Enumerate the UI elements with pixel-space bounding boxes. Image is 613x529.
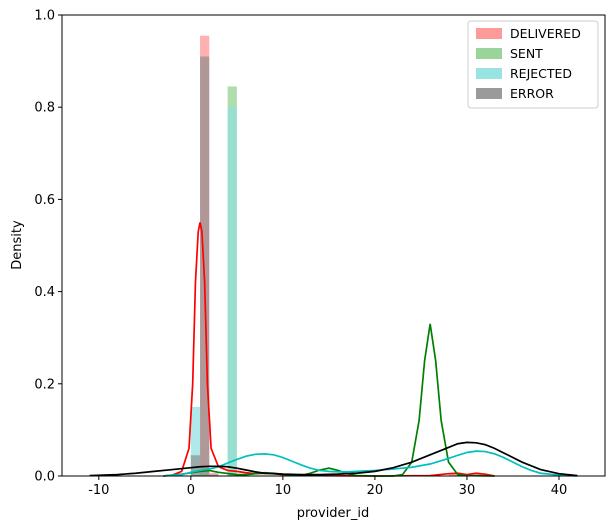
y-tick-label: 0.2: [34, 377, 55, 392]
x-tick-label: 0: [187, 483, 195, 498]
legend-box: [467, 20, 599, 109]
legend-swatch-sent: [476, 48, 502, 59]
hist-bar-error-1: [200, 56, 210, 477]
y-tick-label: 1.0: [34, 9, 55, 24]
kde-curve-sent: [163, 323, 495, 477]
hist-bar-error-2: [209, 474, 219, 476]
legend-label-error: ERROR: [510, 86, 554, 101]
legend-label-rejected: REJECTED: [510, 66, 572, 81]
legend-swatch-error: [476, 88, 502, 99]
legend-label-delivered: DELIVERED: [510, 26, 581, 41]
y-tick-label: 0.4: [34, 285, 55, 300]
axes-frame: [61, 14, 606, 477]
legend-label-sent: SENT: [510, 46, 543, 61]
x-axis-label: provider_id: [297, 506, 370, 521]
kde-curve-error: [89, 441, 578, 477]
y-tick-label: 0.6: [34, 193, 55, 208]
x-tick-label: -10: [88, 483, 109, 498]
hist-bar-error-3: [227, 474, 237, 476]
kde-curve-rejected: [163, 450, 578, 477]
kde-curve-delivered: [163, 222, 495, 477]
hist-bar-rejected-0: [190, 406, 201, 476]
y-axis-label: Density: [10, 220, 25, 270]
plot-area: -10 0 10 20 30 40 0.0 0.2 0.4 0.6 0.8 1.0 DELIVERED S…: [34, 9, 606, 498]
hist-bar-rejected-1: [227, 107, 237, 476]
legend-swatch-delivered: [476, 28, 502, 39]
hist-bar-delivered-1: [209, 472, 219, 476]
hist-bar-error-0: [190, 455, 201, 476]
x-tick-label: 10: [275, 483, 292, 498]
x-tick-label: 20: [367, 483, 384, 498]
hist-bar-delivered-2: [448, 474, 458, 476]
y-tick-label: 0.8: [34, 101, 55, 116]
x-tick-label: 30: [459, 483, 476, 498]
y-tick-label: 0.0: [34, 470, 55, 485]
x-tick-label: 40: [551, 483, 568, 498]
legend-swatch-rejected: [476, 68, 502, 79]
